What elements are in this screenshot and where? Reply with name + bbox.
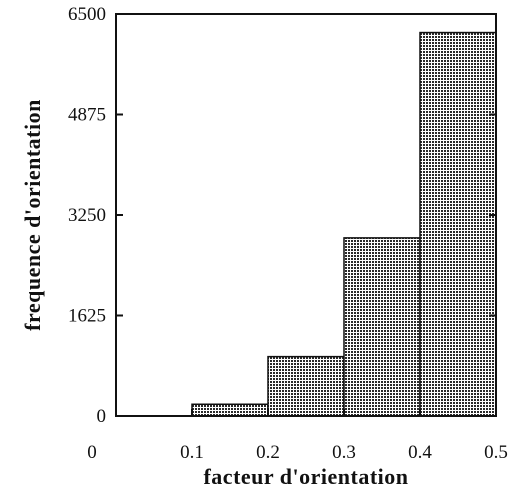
histogram-bar-1 (191, 403, 269, 417)
y-tick-label-0: 0 (97, 406, 107, 427)
histogram-bar-3 (343, 237, 421, 417)
x-ticks-group: 0 0.1 0.2 0.3 0.4 0.5 (87, 409, 508, 463)
y-tick-label-3: 4875 (68, 105, 106, 126)
x-tick-label-5: 0.5 (484, 442, 508, 463)
x-tick-label-0: 0 (87, 442, 97, 463)
x-tick-label-1: 0.1 (180, 442, 204, 463)
y-tick-label-4: 6500 (68, 4, 106, 25)
histogram-bar-4 (419, 31, 497, 417)
y-ticks-group: 0 1625 3250 4875 6500 (68, 4, 496, 427)
x-tick-label-3: 0.3 (332, 442, 356, 463)
y-axis-title: frequence d'orientation (20, 99, 45, 331)
histogram-bar-2 (267, 355, 345, 417)
y-tick-label-2: 3250 (68, 205, 106, 226)
x-tick-label-4: 0.4 (408, 442, 432, 463)
bars-group (191, 31, 497, 417)
y-tick-label-1: 1625 (68, 306, 106, 327)
x-axis-title: facteur d'orientation (203, 464, 408, 489)
x-tick-label-2: 0.2 (256, 442, 280, 463)
